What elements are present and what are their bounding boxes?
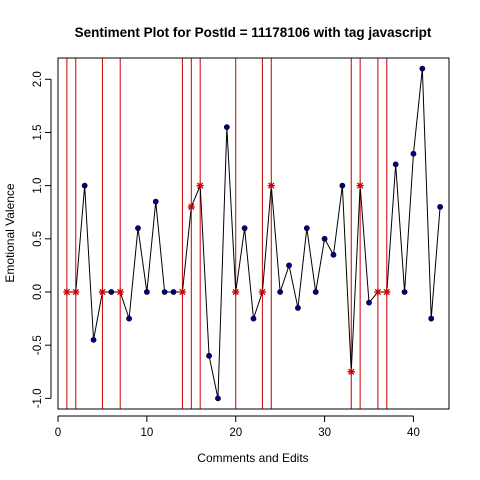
edit-point-marker xyxy=(178,288,187,296)
data-point xyxy=(81,182,88,189)
data-point xyxy=(161,289,168,295)
data-point xyxy=(215,395,221,402)
data-point xyxy=(241,225,248,232)
y-tick-label: 1.5 xyxy=(32,124,44,140)
data-point xyxy=(152,198,159,205)
edit-point-marker xyxy=(267,182,275,190)
y-tick-label: -0.5 xyxy=(32,335,44,355)
vertical-lines-group xyxy=(66,58,388,409)
data-point xyxy=(170,289,177,295)
edit-point-marker xyxy=(63,288,71,296)
data-point xyxy=(410,150,417,157)
data-point xyxy=(392,161,399,168)
edit-point-marker xyxy=(187,203,195,211)
data-point xyxy=(126,315,132,322)
edit-point-marker xyxy=(258,288,266,296)
edit-point-marker xyxy=(116,288,124,296)
series-line xyxy=(66,68,441,399)
series-line-group xyxy=(66,68,441,399)
data-point xyxy=(303,225,310,232)
data-point xyxy=(437,204,444,210)
x-tick-label: 40 xyxy=(407,427,420,439)
x-tick-label: 10 xyxy=(140,427,153,439)
edit-point-marker xyxy=(232,288,240,296)
points-group xyxy=(63,65,444,402)
chart-title: Sentiment Plot for PostId = 11178106 wit… xyxy=(75,25,432,40)
x-tick-label: 0 xyxy=(55,427,61,439)
data-point xyxy=(366,299,372,306)
data-point xyxy=(339,182,346,189)
y-tick-label: 0.0 xyxy=(32,284,44,300)
data-point xyxy=(321,235,328,242)
y-axis: -1.0 -0.5 0.0 0.5 1.0 1.5 2.0 xyxy=(32,71,52,408)
edit-point-marker xyxy=(347,368,355,376)
x-tick-label: 20 xyxy=(229,427,242,439)
data-point xyxy=(295,305,301,311)
data-point xyxy=(286,262,292,269)
data-point xyxy=(223,124,230,131)
x-axis: 0 10 20 30 40 xyxy=(55,415,420,439)
data-point xyxy=(108,289,115,295)
data-point xyxy=(277,289,284,295)
data-point xyxy=(143,289,150,295)
data-point xyxy=(135,225,141,232)
edit-point-marker xyxy=(356,182,364,190)
x-axis-label: Comments and Edits xyxy=(197,451,308,465)
y-tick-label: -1.0 xyxy=(32,388,44,408)
y-axis-label: Emotional Valence xyxy=(3,183,17,282)
data-point xyxy=(250,315,257,322)
edit-point-marker xyxy=(383,288,391,296)
data-point xyxy=(312,289,319,295)
y-tick-label: 2.0 xyxy=(32,71,44,87)
y-tick-label: 0.5 xyxy=(32,231,44,247)
x-tick-label: 30 xyxy=(318,427,331,439)
edit-point-marker xyxy=(374,288,382,296)
data-point xyxy=(330,251,337,258)
data-point xyxy=(419,65,426,72)
edit-point-marker xyxy=(98,288,107,296)
data-point xyxy=(206,352,212,359)
edit-point-marker xyxy=(196,182,204,190)
y-tick-label: 1.0 xyxy=(32,178,44,194)
plot-area-frame xyxy=(57,57,450,410)
edit-point-marker xyxy=(72,288,80,296)
data-point xyxy=(90,336,97,343)
data-point xyxy=(428,315,435,322)
data-point xyxy=(401,289,408,295)
